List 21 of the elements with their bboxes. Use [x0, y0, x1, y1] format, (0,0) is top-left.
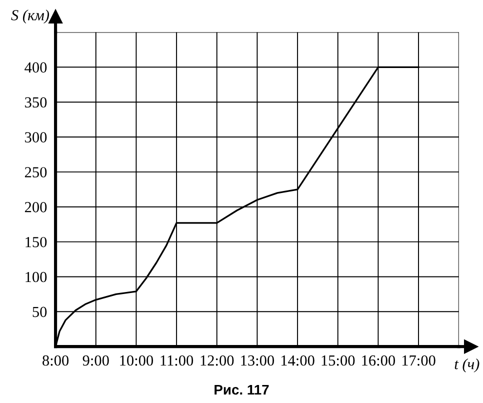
y-tick-label: 150 — [26, 236, 47, 248]
x-tick-label: 17:00 — [402, 355, 436, 366]
x-tick-label: 12:00 — [200, 355, 234, 366]
text: Рис. 117 — [214, 384, 269, 395]
x-tick-label: 15:00 — [322, 355, 355, 366]
y-tick-label: 100 — [26, 272, 47, 282]
x-axis-title: t (ч) — [454, 358, 480, 372]
y-tick-label: 50 — [32, 306, 47, 318]
y-tick-label: 300 — [25, 132, 47, 142]
y-tick-label: 400 — [24, 62, 47, 73]
x-tick-label: 11:00 — [160, 355, 194, 366]
x-tick-label: 13:00 — [241, 355, 274, 366]
x-tick-label: 9:00 — [82, 355, 109, 366]
y-axis-title: S (км) — [11, 10, 50, 24]
y-tick-label: 350 — [25, 97, 47, 108]
x-tick-label: 16:00 — [362, 355, 396, 366]
y-tick-label: 200 — [24, 202, 47, 212]
y-tick-label: 250 — [24, 167, 47, 178]
x-tick-label: 10:00 — [120, 355, 154, 366]
x-tick-label: 8:00 — [42, 355, 69, 366]
x-tick-label: 14:00 — [281, 355, 314, 366]
